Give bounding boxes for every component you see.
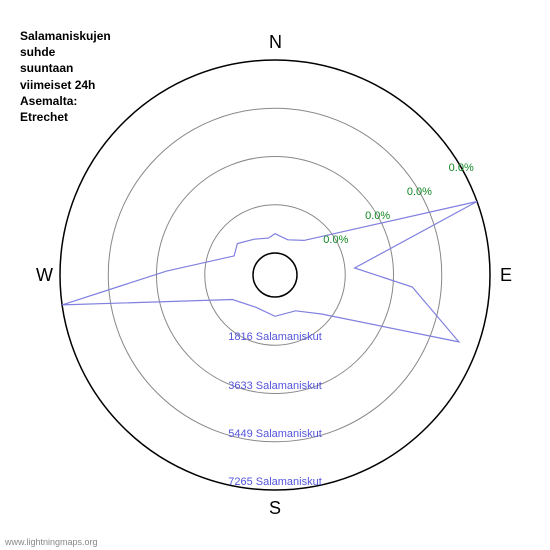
ring-value-label: 3633 Salamaniskut (228, 380, 322, 392)
inner-disc (253, 253, 297, 297)
dir-label-s: S (269, 498, 281, 519)
ring-value-label: 7265 Salamaniskut (228, 476, 322, 488)
ring-value-label: 5449 Salamaniskut (228, 428, 322, 440)
dir-label-e: E (500, 265, 512, 286)
pct-label: 0.0% (323, 234, 348, 246)
pct-label: 0.0% (365, 210, 390, 222)
pct-label: 0.0% (407, 186, 432, 198)
ring-value-label: 1816 Salamaniskut (228, 331, 322, 343)
dir-label-w: W (36, 265, 53, 286)
footer-link[interactable]: www.lightningmaps.org (5, 537, 98, 547)
dir-label-n: N (269, 32, 282, 53)
chart-title: Salamaniskujensuhdesuuntaanviimeiset 24h… (20, 28, 111, 125)
pct-label: 0.0% (449, 162, 474, 174)
